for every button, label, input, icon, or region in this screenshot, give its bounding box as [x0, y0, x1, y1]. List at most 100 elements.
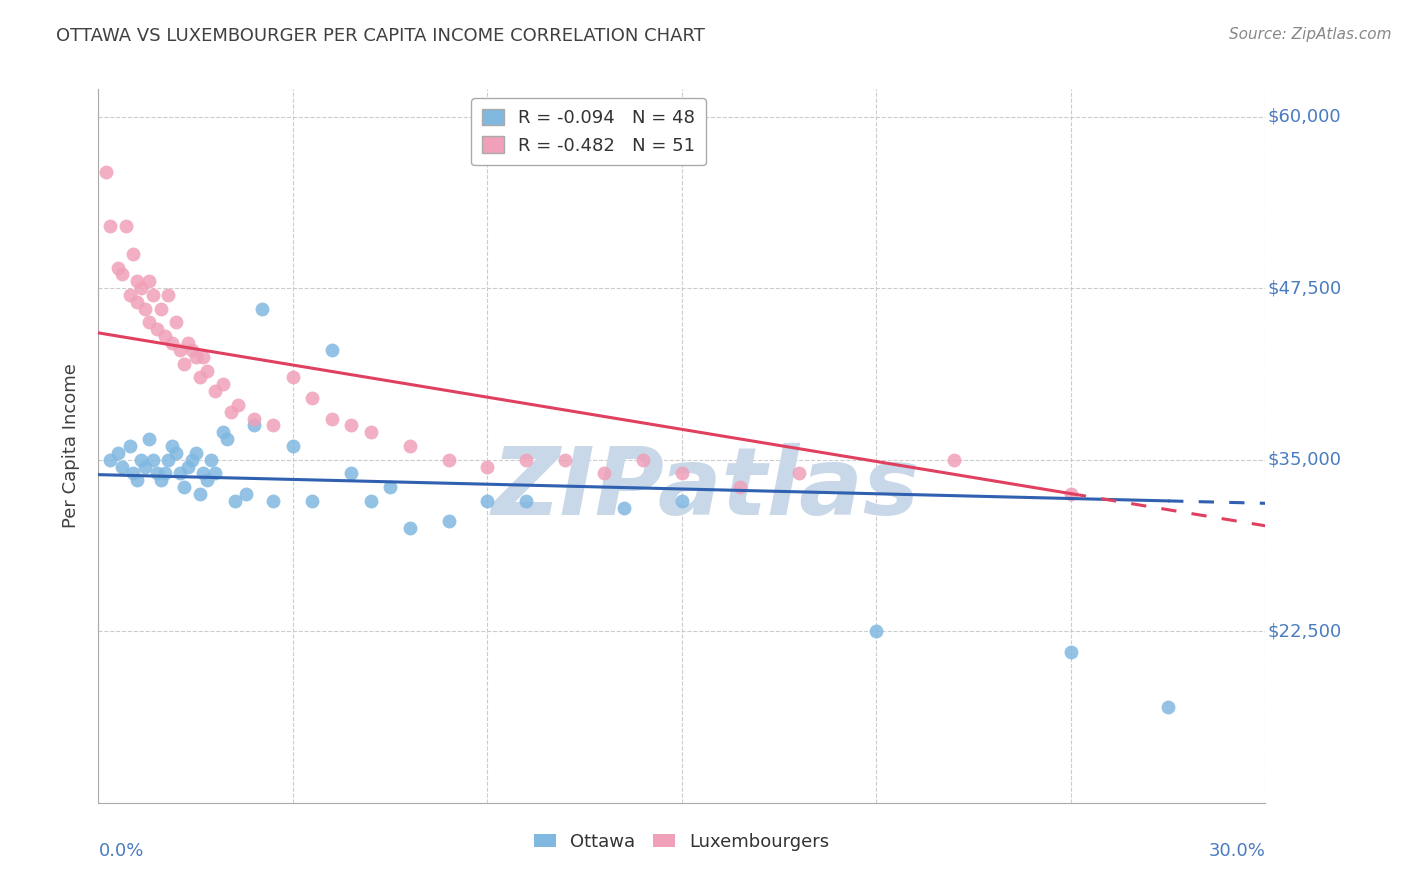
Point: [111, 459, 134, 474]
Point: [281, 439, 304, 453]
Point: [173, 480, 195, 494]
Point: [134, 301, 156, 316]
Point: [118, 439, 141, 453]
Point: [477, 459, 499, 474]
Point: [146, 467, 169, 481]
Point: [1157, 699, 1180, 714]
Point: [219, 405, 242, 419]
Point: [398, 521, 420, 535]
Point: [134, 459, 156, 474]
Point: [212, 377, 235, 392]
Point: [162, 439, 184, 453]
Point: [157, 452, 180, 467]
Point: [149, 473, 172, 487]
Text: 0.0%: 0.0%: [98, 842, 143, 860]
Point: [129, 452, 152, 467]
Point: [262, 494, 284, 508]
Point: [184, 446, 207, 460]
Point: [184, 350, 207, 364]
Point: [340, 418, 363, 433]
Point: [127, 294, 149, 309]
Text: Source: ZipAtlas.com: Source: ZipAtlas.com: [1229, 27, 1392, 42]
Point: [107, 446, 129, 460]
Point: [477, 494, 499, 508]
Point: [360, 494, 382, 508]
Point: [193, 350, 215, 364]
Point: [193, 467, 215, 481]
Point: [943, 452, 966, 467]
Point: [122, 247, 145, 261]
Point: [165, 316, 187, 330]
Point: [127, 274, 149, 288]
Point: [360, 425, 382, 440]
Text: $47,500: $47,500: [1268, 279, 1341, 297]
Point: [437, 452, 460, 467]
Text: OTTAWA VS LUXEMBOURGER PER CAPITA INCOME CORRELATION CHART: OTTAWA VS LUXEMBOURGER PER CAPITA INCOME…: [56, 27, 706, 45]
Point: [612, 500, 634, 515]
Point: [165, 446, 187, 460]
Point: [321, 411, 343, 425]
Point: [96, 164, 118, 178]
Point: [122, 467, 145, 481]
Point: [177, 336, 200, 351]
Point: [671, 494, 693, 508]
Legend: Ottawa, Luxembourgers: Ottawa, Luxembourgers: [527, 826, 837, 858]
Point: [177, 459, 200, 474]
Point: [865, 624, 887, 639]
Point: [146, 322, 169, 336]
Point: [138, 316, 160, 330]
Point: [180, 343, 202, 357]
Point: [262, 418, 284, 433]
Point: [142, 452, 165, 467]
Point: [153, 467, 176, 481]
Point: [437, 515, 460, 529]
Point: [243, 418, 266, 433]
Point: [200, 452, 222, 467]
Point: [169, 343, 191, 357]
Text: $35,000: $35,000: [1268, 450, 1341, 468]
Point: [129, 281, 152, 295]
Point: [204, 467, 226, 481]
Point: [787, 467, 810, 481]
Point: [515, 452, 537, 467]
Point: [281, 370, 304, 384]
Point: [98, 219, 121, 234]
Point: [127, 473, 149, 487]
Point: [1060, 487, 1083, 501]
Point: [149, 301, 172, 316]
Point: [250, 301, 273, 316]
Point: [111, 268, 134, 282]
Point: [169, 467, 191, 481]
Point: [380, 480, 402, 494]
Point: [188, 370, 211, 384]
Y-axis label: Per Capita Income: Per Capita Income: [62, 364, 80, 528]
Point: [98, 452, 121, 467]
Point: [243, 411, 266, 425]
Point: [235, 487, 257, 501]
Point: [142, 288, 165, 302]
Point: [730, 480, 752, 494]
Point: [138, 432, 160, 446]
Point: [195, 363, 218, 377]
Point: [107, 260, 129, 275]
Point: [515, 494, 537, 508]
Point: [204, 384, 226, 398]
Point: [195, 473, 218, 487]
Point: [138, 274, 160, 288]
Point: [224, 494, 246, 508]
Text: 30.0%: 30.0%: [1209, 842, 1265, 860]
Point: [162, 336, 184, 351]
Point: [188, 487, 211, 501]
Text: $60,000: $60,000: [1268, 108, 1341, 126]
Point: [631, 452, 654, 467]
Point: [301, 391, 323, 405]
Point: [321, 343, 343, 357]
Point: [157, 288, 180, 302]
Point: [593, 467, 616, 481]
Point: [180, 452, 202, 467]
Point: [554, 452, 576, 467]
Text: ZIPatlas: ZIPatlas: [491, 442, 920, 535]
Point: [153, 329, 176, 343]
Point: [398, 439, 420, 453]
Point: [173, 357, 195, 371]
